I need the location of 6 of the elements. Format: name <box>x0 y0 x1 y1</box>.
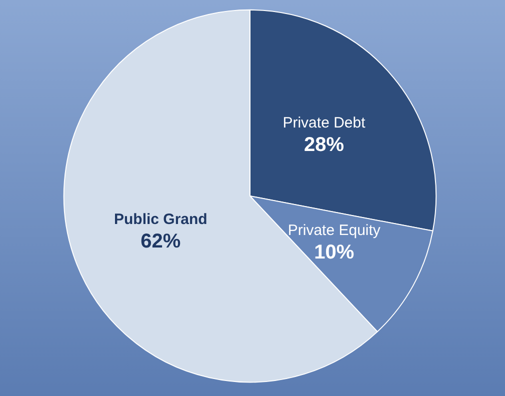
slice-label: Private Equity <box>288 222 381 239</box>
slice-label: Private Debt <box>282 114 366 132</box>
data-label: 28% <box>304 134 344 156</box>
data-label: 62% <box>140 230 181 252</box>
slice-label: Public Grand <box>114 210 208 228</box>
data-label: 10% <box>314 241 354 264</box>
